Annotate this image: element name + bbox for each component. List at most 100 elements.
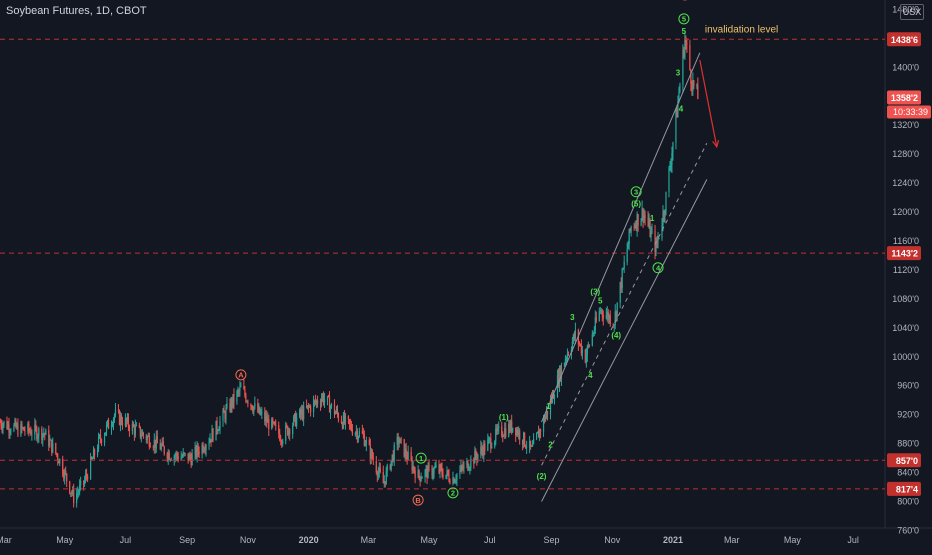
candle [505, 422, 507, 439]
candle [347, 415, 350, 425]
x-tick-label: 2020 [299, 535, 319, 545]
candle [455, 474, 457, 485]
candle [340, 415, 343, 425]
candle [692, 72, 694, 97]
wave-label: 4 [656, 264, 661, 273]
candle [572, 333, 575, 345]
candle [376, 470, 378, 482]
candle [484, 440, 486, 455]
candle [265, 410, 267, 427]
candle [243, 379, 245, 390]
candle [523, 431, 525, 449]
candle [218, 426, 220, 431]
candle-body [65, 470, 67, 474]
candle [182, 448, 184, 458]
candle-body [663, 211, 665, 216]
y-tick-label: 880'0 [897, 439, 919, 449]
candle-body [386, 465, 388, 471]
candle-body [145, 435, 147, 440]
candle-body [421, 477, 423, 479]
candle-body [24, 430, 26, 432]
candle-body [634, 225, 636, 227]
candle-body [351, 429, 354, 435]
candle-body [3, 421, 5, 425]
candle-body [342, 414, 345, 428]
candle [421, 476, 423, 479]
candle-body [496, 428, 498, 432]
candle [357, 435, 359, 443]
candle [275, 419, 277, 431]
candle-body [456, 474, 458, 480]
candle [545, 406, 548, 420]
candle-body [567, 353, 570, 355]
candle-body [602, 314, 604, 319]
candle-body [504, 428, 506, 437]
candle-body [678, 92, 680, 101]
candle [309, 404, 311, 409]
candle-body [273, 422, 275, 423]
candle-body [205, 445, 207, 451]
candle [677, 95, 679, 118]
candle [508, 419, 510, 438]
candle-body [431, 466, 433, 476]
candle-body [627, 243, 629, 249]
candle-body [651, 230, 653, 232]
candle-body [43, 433, 45, 435]
candle-body [100, 439, 103, 443]
candle [655, 237, 657, 257]
candle [49, 434, 51, 448]
candle-body [209, 439, 211, 443]
candle [496, 424, 498, 435]
candle [468, 463, 470, 471]
candle [128, 424, 131, 437]
candle-body [446, 470, 448, 475]
candle-body [173, 456, 175, 461]
candle [105, 421, 108, 437]
candle-body [309, 406, 312, 413]
candle-body [448, 474, 450, 481]
candle-body [473, 458, 475, 464]
candle-body [566, 353, 569, 359]
candle [148, 432, 150, 450]
candle [70, 492, 72, 498]
candle-body [16, 424, 18, 428]
candle-body [161, 441, 163, 446]
candle-body [77, 492, 79, 494]
candle [90, 456, 93, 461]
wave-label: 2 [451, 489, 455, 498]
level-label-box [887, 481, 921, 496]
candle-body [280, 440, 282, 442]
candle-body [274, 422, 276, 425]
candle [349, 418, 352, 431]
candle-body [125, 418, 128, 423]
candle-body [683, 49, 685, 57]
candle [91, 456, 94, 460]
candle [36, 425, 38, 442]
candle-body [550, 399, 553, 402]
candle [194, 441, 196, 461]
candle-body [368, 439, 370, 445]
candle [239, 381, 241, 397]
candle-body [162, 441, 164, 447]
candle [663, 210, 665, 223]
candle-body [355, 431, 357, 433]
candle-body [558, 368, 561, 386]
candle-body [104, 432, 107, 436]
candle-body [78, 491, 80, 493]
candle [620, 277, 622, 293]
candle-body [142, 432, 144, 436]
candle-body [224, 412, 226, 420]
candle [181, 453, 183, 459]
candle-body [495, 428, 497, 441]
candle [10, 428, 12, 436]
candle [636, 211, 638, 237]
candle [6, 416, 8, 430]
candle [404, 443, 406, 462]
candle-body [225, 408, 227, 420]
candle [28, 420, 30, 437]
x-tick-label: Jul [120, 535, 132, 545]
candle-body [648, 221, 650, 226]
currency-button[interactable]: USX [900, 4, 924, 20]
